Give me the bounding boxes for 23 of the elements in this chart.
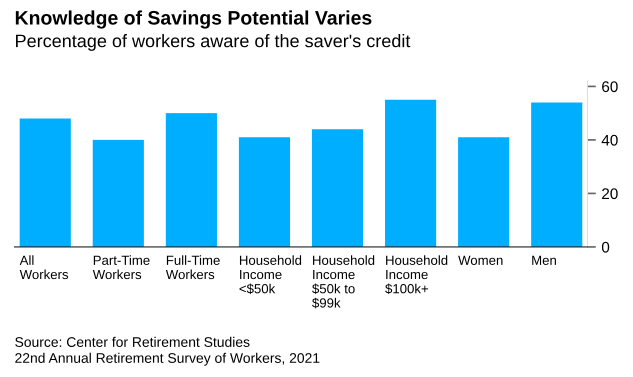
x-tick-label: Household Income $50k to $99k xyxy=(312,255,374,308)
chart-subtitle: Percentage of workers aware of the saver's credit xyxy=(16,34,410,51)
bar xyxy=(238,137,290,247)
x-tick-label: Household Income $100k+ xyxy=(385,255,448,294)
bar xyxy=(385,100,436,247)
y-tick-label: 0 xyxy=(602,242,610,253)
bar xyxy=(92,140,144,247)
y-tick-label: 40 xyxy=(602,134,618,146)
x-tick-label: Household Income <$50k xyxy=(240,255,302,294)
bar xyxy=(166,113,217,247)
bar xyxy=(458,137,510,247)
x-tick-label: Full-Time Workers xyxy=(166,255,220,280)
y-tick-label: 20 xyxy=(602,188,618,200)
bar xyxy=(531,102,582,247)
y-tick-label: 60 xyxy=(602,81,618,92)
source-note: Source: Center for Retirement Studies 22nd Annual Retirement Survey of Workers, 2021 xyxy=(15,336,320,366)
x-tick-label: All Workers xyxy=(20,255,68,280)
x-tick-label: Men xyxy=(532,256,556,265)
bar xyxy=(312,129,364,247)
chart-title: Knowledge of Savings Potential Varies xyxy=(16,10,372,29)
x-tick-label: Women xyxy=(458,256,502,265)
x-tick-label: Part-Time Workers xyxy=(92,255,150,280)
bar xyxy=(20,118,71,247)
